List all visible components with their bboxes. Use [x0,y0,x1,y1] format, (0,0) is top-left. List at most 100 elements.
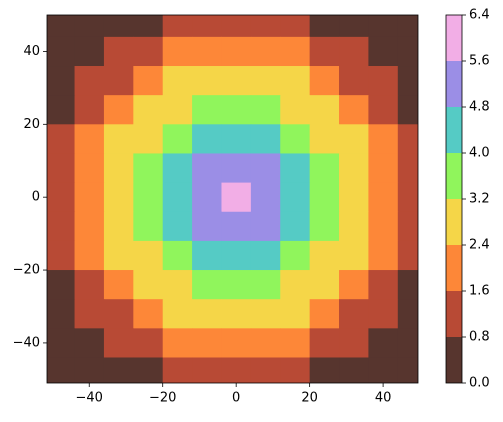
contour-cell [250,182,281,213]
colorbar-tick-label: 1.6 [469,284,490,299]
colorbar-segment [446,337,462,383]
contour-cell [280,124,311,154]
contour-cell [250,153,281,184]
contour-cell [280,182,311,213]
colorbar-tick-label: 0.8 [469,330,490,345]
contour-cell [47,240,76,271]
contour-cell [47,36,76,67]
contour-cell [103,95,134,125]
contour-cell [74,357,105,383]
contour-cell [368,270,399,300]
contour-cell [221,357,252,383]
contour-cell [250,270,281,300]
contour-cell [221,66,252,96]
contour-cell [192,357,222,383]
contour-cell [339,36,369,67]
contour-cell [397,15,418,38]
contour-cell [397,95,418,125]
contour-cell [103,211,134,242]
contour-cell [397,124,418,154]
contour-cell [397,36,418,67]
contour-cell [162,240,193,271]
y-tick-label: 20 [23,117,40,132]
contour-cell [368,124,399,154]
contour-cell [47,328,76,358]
colorbar-segment [446,199,462,245]
contour-cell [192,270,222,300]
x-tick-label: 40 [375,391,392,406]
contour-cell [397,240,418,271]
contour-cell [339,15,369,38]
contour-cell [47,153,76,184]
contour-cell [250,66,281,96]
colorbar-tick-label: 4.8 [469,100,490,115]
contour-cell [74,153,105,184]
contour-cell [280,357,311,383]
contour-cell [74,36,105,67]
contour-cell [133,15,164,38]
contour-cell [192,182,222,213]
contour-cell [397,328,418,358]
contour-cell [221,328,252,358]
contour-cell [74,299,105,329]
contour-cell [339,95,369,125]
colorbar-tick-label: 6.4 [469,8,490,23]
contour-cell [397,182,418,213]
colorbar-tick-label: 0.0 [469,376,490,391]
contour-cell [74,15,105,38]
contour-cell [162,328,193,358]
colorbar-segment [446,107,462,153]
contour-cell [397,211,418,242]
contour-cell [280,270,311,300]
contour-cell [103,328,134,358]
contour-cell [74,328,105,358]
contour-cell [103,299,134,329]
contour-cell [339,270,369,300]
contour-cell [221,36,252,67]
contour-cell [309,66,340,96]
contour-cell [162,357,193,383]
contour-cell [397,153,418,184]
contour-cell [250,357,281,383]
contour-cell [103,270,134,300]
contour-cell [368,66,399,96]
x-tick-label: 0 [232,391,240,406]
contour-cell [221,153,252,184]
contour-cell [250,124,281,154]
contour-cell [309,95,340,125]
colorbar-segment [446,61,462,107]
contour-cell [103,15,134,38]
contour-cell [133,357,164,383]
x-tick-label: 20 [301,391,318,406]
contour-cell [397,270,418,300]
contour-cell [221,299,252,329]
contour-cell [368,153,399,184]
contour-cell [133,182,164,213]
colorbar-tick-label: 2.4 [469,238,490,253]
contour-cell [133,270,164,300]
contour-cell [192,240,222,271]
contour-cell [339,357,369,383]
contour-cell [103,124,134,154]
contour-cell [250,15,281,38]
contour-cell [280,153,311,184]
contour-cell [309,36,340,67]
contour-cell [221,211,252,242]
contour-cell [192,124,222,154]
contour-cell [133,95,164,125]
contour-cell [133,124,164,154]
contour-cell [309,124,340,154]
contour-cell [192,328,222,358]
contour-cell [339,124,369,154]
colorbar-segment [446,15,462,61]
contour-cell [47,95,76,125]
axes-frame [46,14,419,384]
contour-cell [74,270,105,300]
contour-cell [162,299,193,329]
contour-cell [250,299,281,329]
contour-cell [74,240,105,271]
contour-cell [133,153,164,184]
contour-cell [47,124,76,154]
colorbar-tick-label: 5.6 [469,54,490,69]
contour-cell [74,95,105,125]
